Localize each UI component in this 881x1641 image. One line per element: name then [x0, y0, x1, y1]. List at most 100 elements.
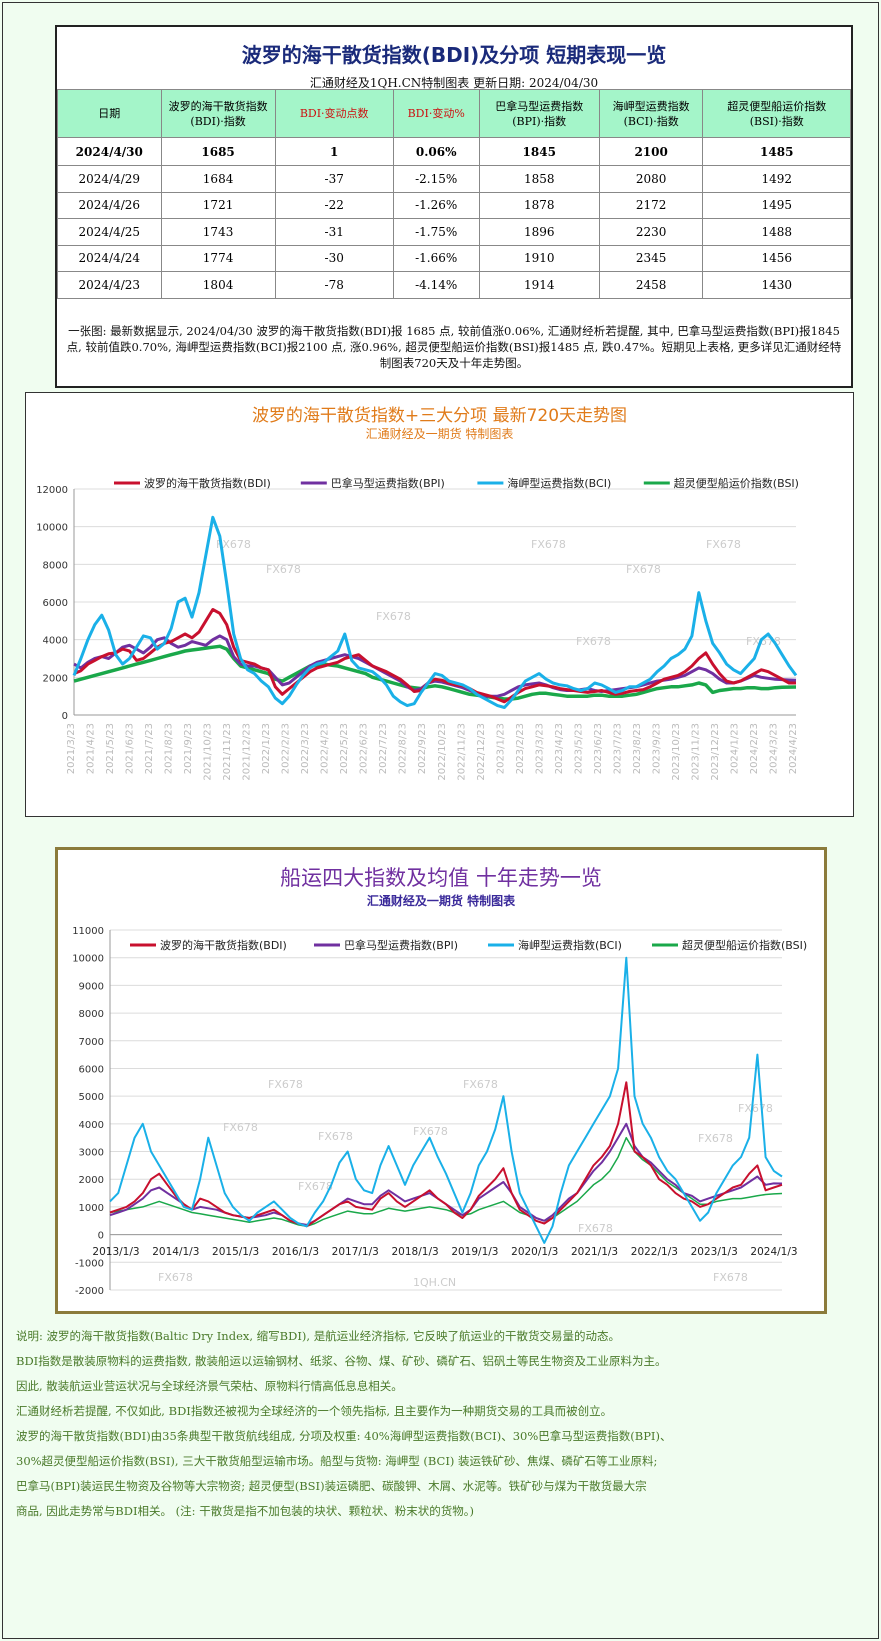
x-tick-label: 2023/3/23	[534, 723, 545, 774]
y-tick-label: 0	[62, 711, 68, 722]
x-tick-label: 2023/8/23	[632, 723, 643, 774]
x-tick-label: 2022/7/23	[378, 723, 389, 774]
description-line: 说明: 波罗的海干散货指数(Baltic Dry Index, 缩写BDI), …	[16, 1329, 620, 1343]
y-tick-label: 12000	[36, 485, 68, 496]
watermark-label: FX678	[318, 1130, 353, 1143]
table-cell: 2024/4/24	[57, 244, 162, 272]
x-tick-label: 2022/10/23	[437, 723, 448, 781]
series-line-bpi	[73, 634, 797, 698]
watermark-label: FX678	[578, 1222, 613, 1235]
table-cell: 2100	[598, 137, 704, 166]
chart2-plot: -2000 -1000 0 1000 2000 3000 4000 5000 6000 7000 8…	[72, 926, 807, 1297]
table-header-cell: BDI·变动点数	[274, 89, 394, 138]
watermark-label: FX678	[706, 538, 741, 551]
y-tick-label: 9000	[79, 981, 104, 992]
table-cell: 2024/4/23	[57, 271, 162, 299]
watermark-label: FX678	[376, 610, 411, 623]
table-row: 2024/4/29 1684 -37 -2.15% 1858 2080 1492	[57, 165, 851, 193]
y-tick-label: 4000	[43, 636, 68, 647]
x-tick-label: 2021/9/23	[183, 723, 194, 774]
series-line-bci	[72, 515, 798, 709]
table-header-cell: BDI·变动%	[392, 89, 480, 138]
watermark-label: FX678	[216, 538, 251, 551]
table-cell: 1914	[478, 271, 600, 299]
table-row: 2024/4/24 1774 -30 -1.66% 1910 2345 1456	[57, 244, 851, 272]
x-tick-label: 2019/1/3	[451, 1246, 498, 1258]
table-cell: 1685	[160, 137, 276, 166]
y-tick-label: 7000	[79, 1037, 104, 1048]
description-line: 波罗的海干散货指数(BDI)由35条典型干散货航线组成, 分项及权重: 40%海…	[16, 1429, 672, 1443]
legend-label: 巴拿马型运费指数(BPI)	[331, 476, 445, 490]
chart1-subtitle: 汇通财经及一期货 特制图表	[365, 427, 514, 441]
table-cell: -78	[274, 271, 394, 299]
table-header-cell: 巴拿马型运费指数 (BPI)·指数	[478, 89, 600, 138]
x-tick-label: 2023/4/23	[554, 723, 565, 774]
x-tick-label: 2021/10/23	[203, 723, 214, 781]
x-tick-label: 2021/1/3	[571, 1246, 618, 1258]
table-cell: -22	[274, 191, 394, 219]
x-tick-label: 2021/4/23	[86, 723, 97, 774]
x-tick-label: 2022/9/23	[417, 723, 428, 774]
table-cell: 1804	[160, 271, 276, 299]
description: 说明: 波罗的海干散货指数(Baltic Dry Index, 缩写BDI), …	[16, 1324, 866, 1524]
table-header-cell: 海岬型运费指数 (BCI)·指数	[598, 89, 704, 138]
watermark-label: FX678	[626, 563, 661, 576]
description-line: 汇通财经析若提醒, 不仅如此, BDI指数还被视为全球经济的一个领先指标, 且主…	[16, 1404, 613, 1418]
table-cell: 2080	[598, 165, 704, 193]
table-cell: 1774	[160, 244, 276, 272]
table-cell: 2024/4/26	[57, 191, 162, 219]
table-cell: 2230	[598, 218, 704, 246]
x-tick-label: 2022/11/23	[456, 723, 467, 781]
x-tick-label: 2021/8/23	[164, 723, 175, 774]
x-tick-label: 2023/2/23	[515, 723, 526, 774]
y-tick-label: -1000	[75, 1258, 104, 1269]
y-tick-label: 10000	[36, 523, 68, 534]
table-cell: 1492	[702, 165, 851, 193]
table-header-cell: 波罗的海干散货指数 (BDI)·指数	[160, 89, 276, 138]
chart2-title: 船运四大指数及均值 十年走势一览	[280, 866, 602, 890]
table-cell: -1.66%	[392, 244, 480, 272]
table-header-cell: 日期	[57, 89, 162, 138]
table-cell: 1488	[702, 218, 851, 246]
series-line-bdi	[73, 608, 796, 704]
table-cell: 2024/4/29	[57, 165, 162, 193]
y-tick-label: 4000	[79, 1120, 104, 1131]
description-line: 巴拿马(BPI)装运民生物资及谷物等大宗物资; 超灵便型(BSI)装运磷肥、碳酸…	[16, 1479, 647, 1493]
table-cell: 2345	[598, 244, 704, 272]
description-line: 30%超灵便型船运价指数(BSI), 三大干散货船型运输市场。船型与货物: 海岬…	[16, 1454, 658, 1468]
description-line: 因此, 散装航运业营运状况与全球经济景气荣枯、原物料行情高低息息相关。	[16, 1379, 403, 1393]
table-cell: -1.26%	[392, 191, 480, 219]
legend-label: 巴拿马型运费指数(BPI)	[344, 938, 458, 952]
x-tick-label: 2022/1/23	[261, 723, 272, 774]
x-tick-label: 2013/1/3	[92, 1246, 139, 1258]
x-tick-label: 2022/12/23	[476, 723, 487, 781]
table-cell: 2024/4/30	[57, 137, 162, 166]
chart1-title: 波罗的海干散货指数+三大分项 最新720天走势图	[251, 406, 628, 426]
table-cell: 2172	[598, 191, 704, 219]
x-tick-label: 2023/12/23	[710, 723, 721, 781]
table-cell: 2458	[598, 271, 704, 299]
watermark-label: FX678	[738, 1102, 773, 1115]
legend-label: 波罗的海干散货指数(BDI)	[160, 938, 287, 952]
x-tick-label: 2021/7/23	[144, 723, 155, 774]
watermark-label: FX678	[266, 563, 301, 576]
y-tick-label: 8000	[79, 1009, 104, 1020]
chart2-subtitle: 汇通财经及一期货 特制图表	[366, 894, 516, 908]
table-cell: -2.15%	[392, 165, 480, 193]
x-tick-label: 2021/5/23	[105, 723, 116, 774]
x-tick-label: 2022/4/23	[320, 723, 331, 774]
x-tick-label: 2024/2/23	[749, 723, 760, 774]
table-cell: -30	[274, 244, 394, 272]
series-line-bdi	[109, 1081, 783, 1228]
x-tick-label: 2020/1/3	[511, 1246, 558, 1258]
y-tick-label: 2000	[43, 673, 68, 684]
legend-label: 海岬型运费指数(BCI)	[507, 476, 611, 490]
y-tick-label: 11000	[72, 926, 104, 937]
legend-label: 超灵便型船运价指数(BSI)	[674, 476, 799, 490]
y-tick-label: 2000	[79, 1175, 104, 1186]
table-cell: -37	[274, 165, 394, 193]
watermark-label: FX678	[463, 1078, 498, 1091]
table-cell: 1495	[702, 191, 851, 219]
y-tick-label: 6000	[43, 598, 68, 609]
